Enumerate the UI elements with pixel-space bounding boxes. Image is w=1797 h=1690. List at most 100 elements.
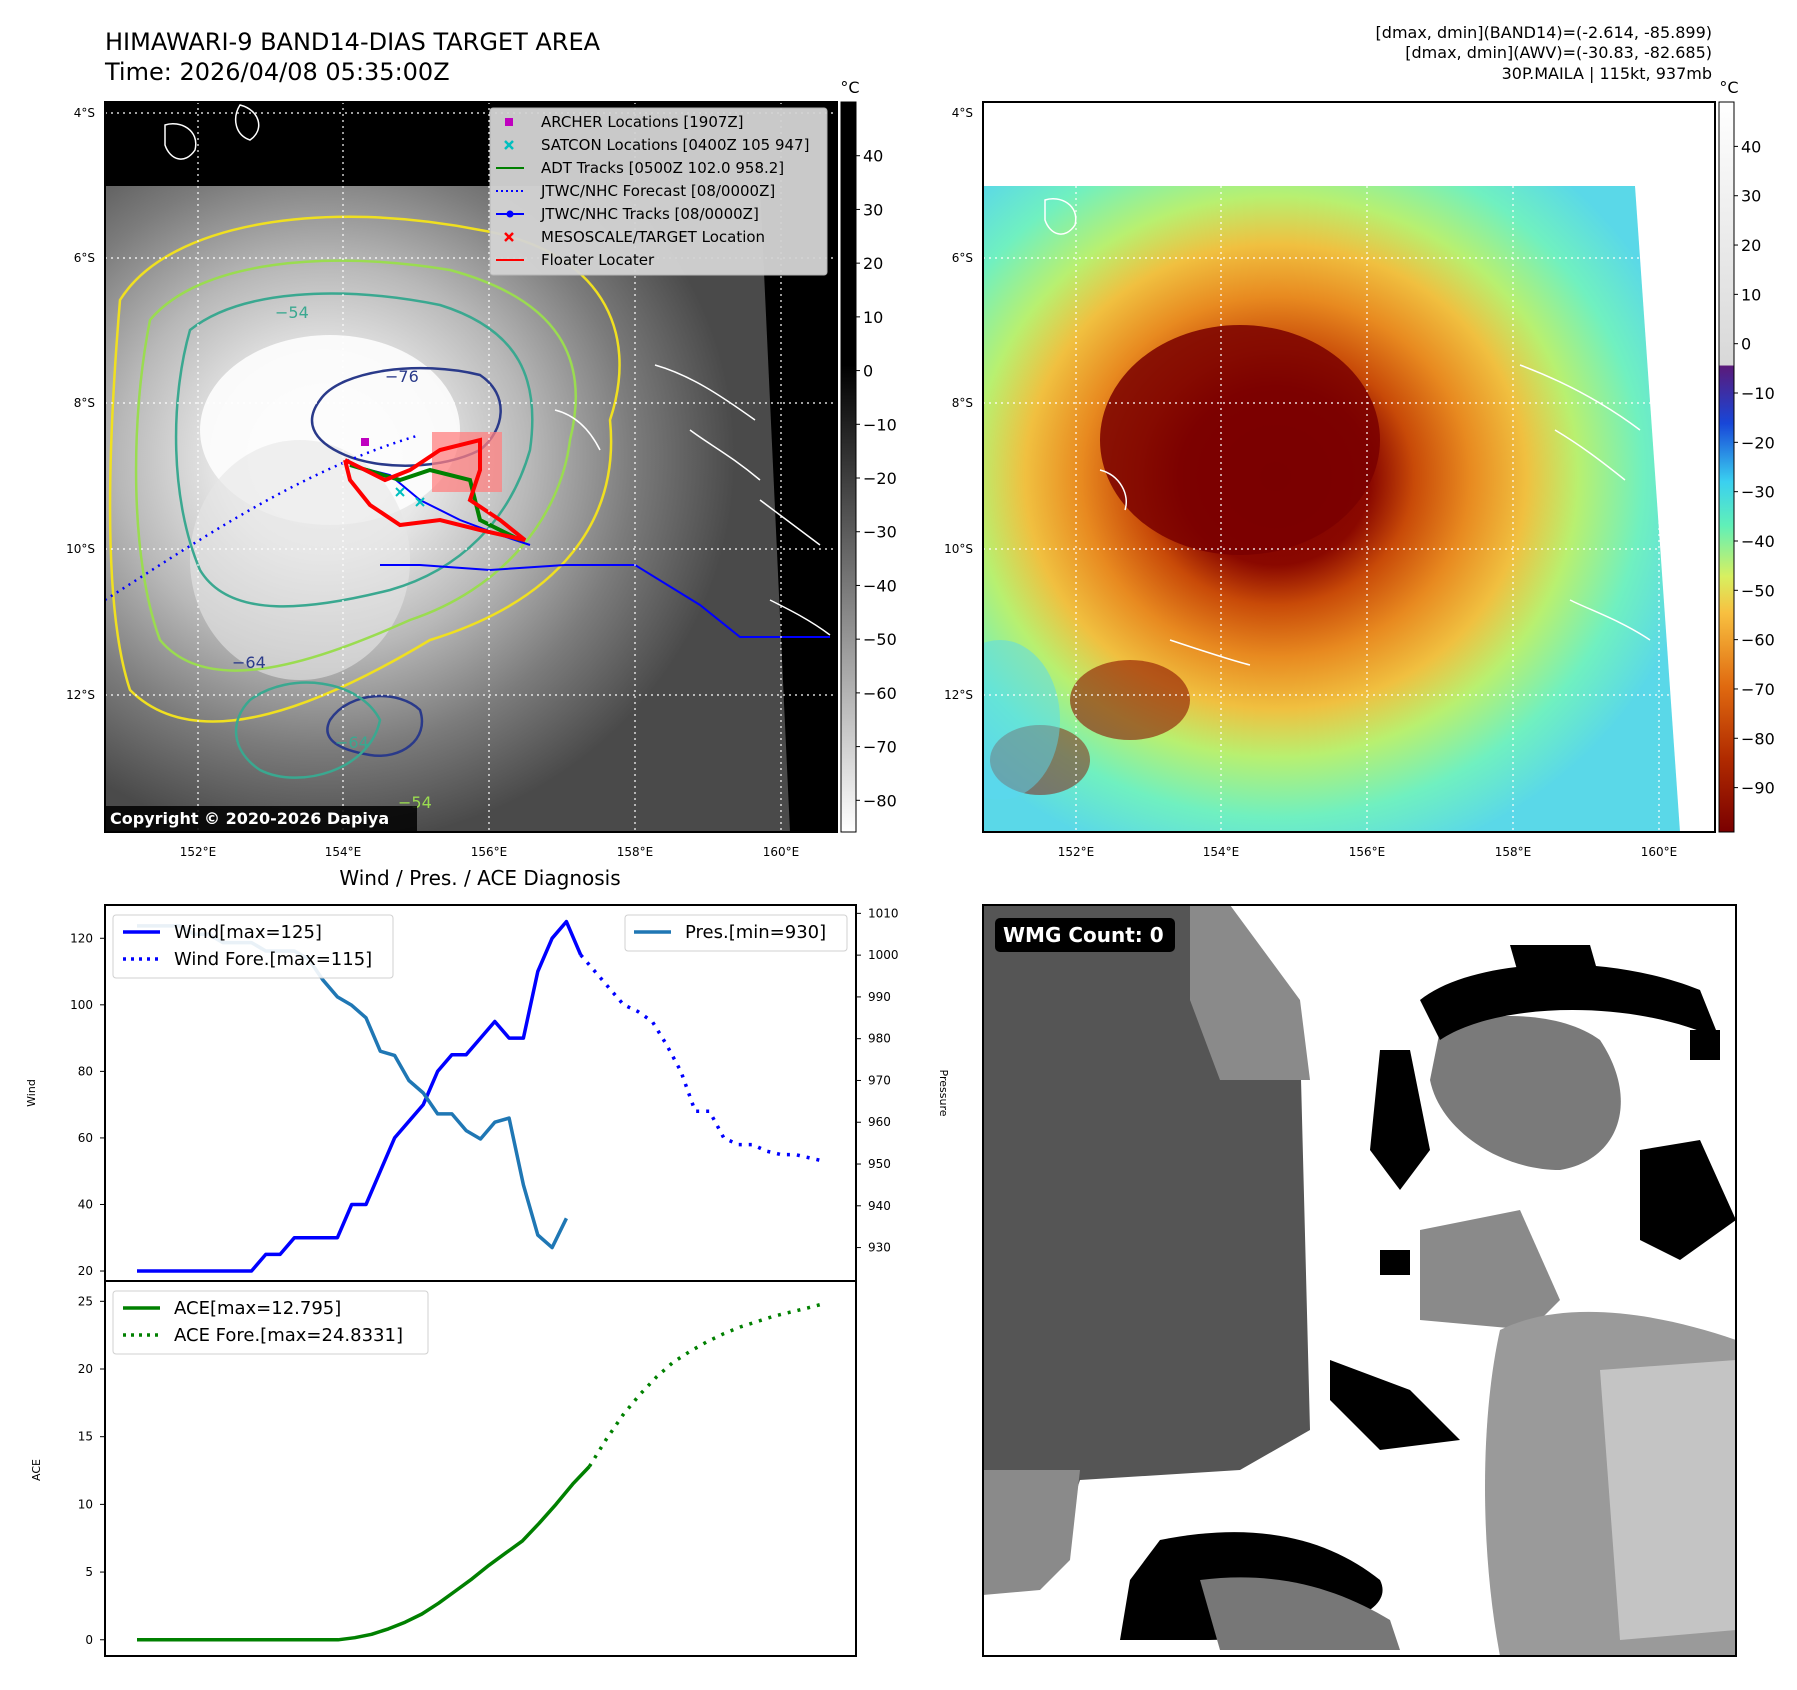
ace-legend: ACE[max=12.795] ACE Fore.[max=24.8331] xyxy=(112,1290,429,1355)
legend-box xyxy=(489,107,828,276)
legend-label: ADT Tracks [0500Z 102.0 958.2] xyxy=(541,159,784,177)
lon-label: 158°E xyxy=(1495,845,1532,859)
wmg-black-ring xyxy=(1420,964,1720,1040)
legend-item: ARCHER Locations [1907Z] xyxy=(505,113,744,131)
awv-colorbar-ticks: 40 30 20 10 0 −10 −20 −30 −40 −50 −60 −70 −80 −90 xyxy=(1734,137,1775,798)
dmax-awv: [dmax, dmin](AWV)=(-30.83, -82.685) xyxy=(1405,43,1712,62)
lat-label: 12°S xyxy=(944,688,973,702)
band14-colorbar-unit: °C xyxy=(840,78,859,97)
band14-contours xyxy=(108,215,621,779)
colorbar-tick-label: 40 xyxy=(863,147,883,166)
ace-axis-label: ACE xyxy=(30,1459,43,1481)
contour-label: −64 xyxy=(232,653,266,672)
satcon-markers xyxy=(395,487,425,507)
contour-label: −64 xyxy=(335,733,369,752)
colorbar-tick-label: 40 xyxy=(1741,137,1761,156)
colorbar-tick-label: −40 xyxy=(1741,532,1775,551)
legend-label: MESOSCALE/TARGET Location xyxy=(541,228,765,246)
band14-colorbar xyxy=(840,101,857,833)
archer-marker xyxy=(361,438,369,446)
legend-marker xyxy=(506,210,514,218)
y-right-tick-label: 990 xyxy=(868,990,891,1004)
legend-marker xyxy=(505,118,513,126)
colorbar-tick-label: −60 xyxy=(863,684,897,703)
legend-item: JTWC/NHC Forecast [08/0000Z] xyxy=(496,182,775,200)
awv-gridlines xyxy=(983,102,1715,832)
legend-marker xyxy=(504,232,514,242)
series-line-wind-fore-max- xyxy=(579,953,825,1163)
colorbar-tick-label: −60 xyxy=(1741,631,1775,650)
legend-marker xyxy=(504,140,514,150)
awv-map-frame xyxy=(982,101,1716,833)
colorbar-tick-label: −30 xyxy=(863,523,897,542)
lon-label: 158°E xyxy=(617,845,654,859)
band14-axis-labels: 4°S 6°S 8°S 10°S 12°S 152°E 154°E 156°E … xyxy=(66,106,799,859)
y-right-tick-label: 1010 xyxy=(868,906,899,920)
lat-label: 6°S xyxy=(952,251,973,265)
lon-label: 154°E xyxy=(325,845,362,859)
track-legend: ARCHER Locations [1907Z] SATCON Locations… xyxy=(489,107,828,276)
legend-label: JTWC/NHC Forecast [08/0000Z] xyxy=(540,182,775,200)
colorbar-tick-label: −70 xyxy=(1741,680,1775,699)
colorbar-tick-label: 10 xyxy=(863,308,883,327)
ace-legend-box xyxy=(112,1290,429,1355)
lat-label: 10°S xyxy=(66,542,95,556)
contour-label: −76 xyxy=(385,367,419,386)
ace-legend-label: ACE[max=12.795] xyxy=(174,1298,341,1319)
lon-label: 152°E xyxy=(1058,845,1095,859)
colorbar-tick-label: −80 xyxy=(1741,729,1775,748)
copyright-box xyxy=(105,806,417,831)
wmg-frame xyxy=(982,904,1737,1657)
colorbar-tick-label: −80 xyxy=(863,791,897,810)
y-right-tick-label: 940 xyxy=(868,1199,891,1213)
lat-label: 4°S xyxy=(74,106,95,120)
legend-item: Floater Locater xyxy=(496,251,655,269)
y-tick-label: 20 xyxy=(78,1264,93,1278)
wind-pressure-chart: 20 40 60 80 100 120 930 940 950 960 970 980 990 1000 1… xyxy=(25,904,950,1282)
band14-map: −54 −76 −64 −54 −64 Copyright © 2020-202… xyxy=(66,78,897,859)
legend-label: SATCON Locations [0400Z 105 947] xyxy=(541,136,809,154)
figure-time: Time: 2026/04/08 05:35:00Z xyxy=(104,58,450,86)
legend-item: MESOSCALE/TARGET Location xyxy=(504,228,765,246)
colorbar-tick-label: −20 xyxy=(1741,433,1775,452)
diagnosis-title: Wind / Pres. / ACE Diagnosis xyxy=(339,866,620,890)
floater-track xyxy=(343,437,527,542)
legend-item: ADT Tracks [0500Z 102.0 958.2] xyxy=(496,159,784,177)
band14-colorbar-ticks: 40 30 20 10 0 −10 −20 −30 −40 −50 −60 −70 −80 xyxy=(856,147,897,810)
colorbar-tick-label: −20 xyxy=(863,469,897,488)
wind-legend-label: Wind[max=125] xyxy=(174,922,322,943)
lat-label: 8°S xyxy=(952,396,973,410)
colorbar-tick-label: −90 xyxy=(1741,779,1775,798)
colorbar-tick-label: 0 xyxy=(863,362,873,381)
y-tick-label: 40 xyxy=(78,1197,93,1211)
copyright-text: Copyright © 2020-2026 Dapiya xyxy=(110,809,389,828)
lon-label: 154°E xyxy=(1203,845,1240,859)
pres-legend-label: Pres.[min=930] xyxy=(685,922,826,943)
colorbar-tick-label: −50 xyxy=(863,630,897,649)
wind-fore-legend-label: Wind Fore.[max=115] xyxy=(174,949,372,970)
jtwc-forecast-track xyxy=(105,433,421,602)
contour-label: −54 xyxy=(275,303,309,322)
storm-info: 30P.MAILA | 115kt, 937mb xyxy=(1502,64,1712,83)
y-tick-label: 15 xyxy=(78,1430,93,1444)
jtwc-best-track xyxy=(380,564,830,638)
colorbar-tick-label: 30 xyxy=(863,200,883,219)
legend-label: JTWC/NHC Tracks [08/0000Z] xyxy=(540,205,759,223)
y-right-tick-label: 960 xyxy=(868,1115,891,1129)
awv-axis-labels: 4°S 6°S 8°S 10°S 12°S 152°E 154°E 156°E … xyxy=(944,106,1677,859)
lon-label: 156°E xyxy=(471,845,508,859)
colorbar-tick-label: 30 xyxy=(1741,187,1761,206)
band14-map-frame xyxy=(104,101,838,833)
awv-colorbar xyxy=(1718,101,1735,833)
colorbar-tick-label: 20 xyxy=(863,254,883,273)
band14-coastlines xyxy=(164,104,831,636)
wmg-mid-region xyxy=(1430,1016,1621,1170)
wmg-count-box xyxy=(995,918,1175,952)
pressure-axis-label: Pressure xyxy=(937,1070,950,1117)
colorbar-tick-label: −70 xyxy=(863,738,897,757)
legend-label: ARCHER Locations [1907Z] xyxy=(541,113,744,131)
wind-legend: Wind[max=125] Wind Fore.[max=115] xyxy=(112,914,394,979)
wmg-panel: WMG Count: 0 xyxy=(982,904,1737,1657)
lat-label: 4°S xyxy=(952,106,973,120)
